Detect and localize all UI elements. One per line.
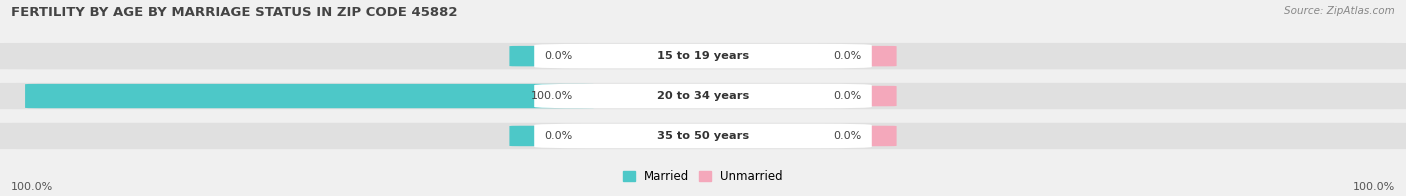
FancyBboxPatch shape [813, 126, 897, 146]
Text: 0.0%: 0.0% [544, 131, 572, 141]
Text: FERTILITY BY AGE BY MARRIAGE STATUS IN ZIP CODE 45882: FERTILITY BY AGE BY MARRIAGE STATUS IN Z… [11, 6, 458, 19]
Text: 0.0%: 0.0% [544, 51, 572, 61]
FancyBboxPatch shape [534, 44, 872, 68]
Text: Source: ZipAtlas.com: Source: ZipAtlas.com [1284, 6, 1395, 16]
FancyBboxPatch shape [534, 84, 872, 108]
Text: 100.0%: 100.0% [530, 91, 572, 101]
Legend: Married, Unmarried: Married, Unmarried [619, 166, 787, 188]
Text: 20 to 34 years: 20 to 34 years [657, 91, 749, 101]
FancyBboxPatch shape [25, 84, 596, 108]
FancyBboxPatch shape [813, 86, 897, 106]
Text: 100.0%: 100.0% [1353, 182, 1395, 192]
Text: 0.0%: 0.0% [834, 131, 862, 141]
FancyBboxPatch shape [0, 43, 1406, 69]
FancyBboxPatch shape [0, 83, 1406, 109]
Text: 100.0%: 100.0% [11, 182, 53, 192]
FancyBboxPatch shape [509, 46, 593, 66]
Text: 35 to 50 years: 35 to 50 years [657, 131, 749, 141]
FancyBboxPatch shape [534, 124, 872, 148]
FancyBboxPatch shape [0, 123, 1406, 149]
Text: 0.0%: 0.0% [834, 51, 862, 61]
Text: 0.0%: 0.0% [834, 91, 862, 101]
Text: 15 to 19 years: 15 to 19 years [657, 51, 749, 61]
FancyBboxPatch shape [813, 46, 897, 66]
FancyBboxPatch shape [509, 126, 593, 146]
